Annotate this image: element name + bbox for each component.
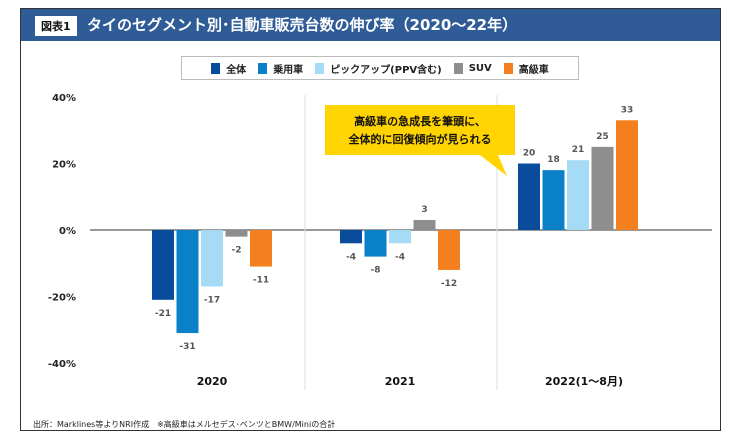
data-label: 33 [621,105,634,115]
data-label: -12 [441,279,457,289]
data-label: -11 [253,276,269,286]
data-label: -8 [371,266,381,276]
bar [225,230,248,237]
source-note: 出所：Marklines等よりNRI作成 ※高級車はメルセデス･ベンツとBMW/… [33,420,336,429]
legend-label: 全体 [226,64,247,76]
data-label: -31 [179,342,195,352]
y-tick-label: -40% [48,359,76,370]
bar [413,220,436,230]
legend-label: SUV [468,62,492,74]
figure-label: 図表1 [35,16,77,36]
title-bar: 図表1 タイのセグメント別･自動車販売台数の伸び率（2020～22年） [21,9,720,41]
bar [364,230,387,257]
bar [567,160,589,230]
legend-item: 高級車 [503,61,549,76]
data-label: -4 [395,252,405,262]
bar [201,230,223,287]
bar [340,230,362,244]
legend-swatch [258,62,268,74]
bar [152,230,174,300]
callout-text: 全体的に回復傾向が見られる [348,132,492,146]
data-label: 21 [572,145,585,155]
bar [542,170,565,230]
bar [591,146,614,230]
legend-label: 高級車 [518,64,549,76]
legend-item: SUV [453,62,492,74]
legend-swatch [315,62,325,74]
data-label: 3 [421,205,427,215]
figure-frame: 図表1 タイのセグメント別･自動車販売台数の伸び率（2020～22年） 全体 乗用… [20,8,721,431]
legend: 全体 乗用車 ピックアップ(PPV含む) SUV 高級車 [181,56,579,80]
x-tick-label: 2022(1～8月) [545,375,623,388]
legend-item: ピックアップ(PPV含む) [315,61,442,76]
data-label: 25 [596,132,609,142]
legend-label: 乗用車 [273,64,304,76]
callout-text: 高級車の急成長を筆頭に、 [354,114,486,128]
legend-item: 全体 [211,61,246,76]
bar [250,230,272,267]
legend-swatch [211,62,221,74]
x-tick-label: 2021 [385,375,416,388]
legend-swatch [453,62,463,74]
y-tick-label: 0% [59,226,76,237]
legend-label: ピックアップ(PPV含む) [330,64,442,76]
data-label: 20 [523,149,536,159]
y-tick-label: 40% [52,93,76,104]
bar [438,230,460,270]
chart-title: タイのセグメント別･自動車販売台数の伸び率（2020～22年） [87,16,518,34]
y-tick-label: -20% [48,293,76,304]
data-label: -2 [232,246,242,256]
data-label: -4 [346,252,356,262]
legend-swatch [503,62,513,74]
data-label: 18 [547,155,560,165]
x-tick-label: 2020 [197,375,228,388]
bar [518,163,540,230]
data-label: -21 [155,309,171,319]
bar [616,120,638,230]
data-label: -17 [204,296,220,306]
callout-box [325,105,515,176]
bar [389,230,411,244]
y-tick-label: 20% [52,160,76,171]
bar [176,230,199,334]
legend-item: 乗用車 [258,61,303,76]
